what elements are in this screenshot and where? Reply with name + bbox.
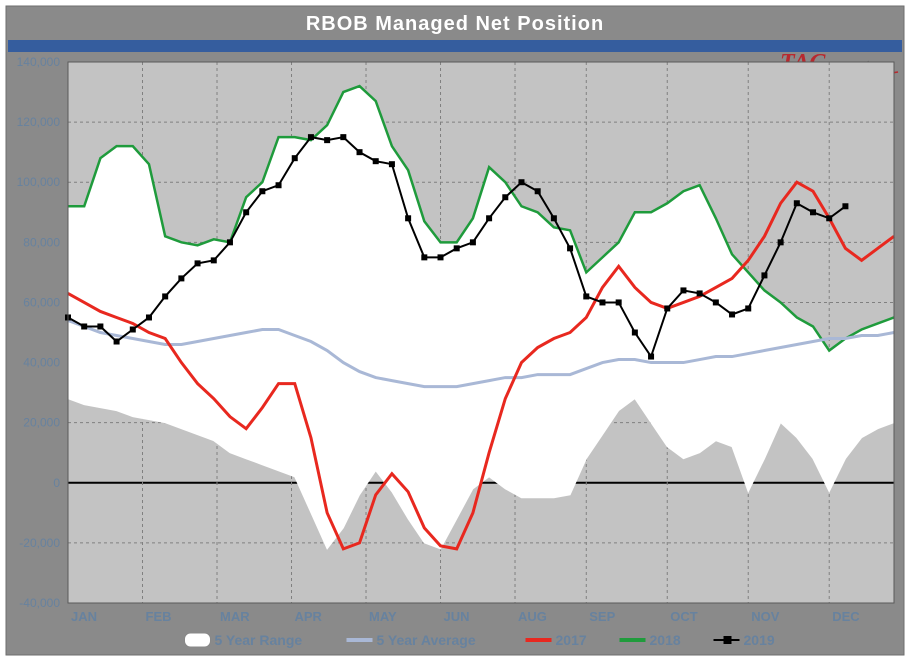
series-2019-marker (470, 240, 475, 245)
series-2019-marker (179, 276, 184, 281)
series-2019-marker (665, 306, 670, 311)
x-tick-label: NOV (751, 609, 780, 624)
series-2019-marker (114, 339, 119, 344)
series-2019-marker (681, 288, 686, 293)
series-2019-marker (325, 138, 330, 143)
series-2019-marker (843, 204, 848, 209)
legend-label: 2018 (650, 632, 681, 648)
series-2019-marker (438, 255, 443, 260)
y-tick-label: 140,000 (17, 55, 61, 69)
y-tick-label: 100,000 (17, 175, 61, 189)
series-2019-marker (373, 159, 378, 164)
x-tick-label: OCT (670, 609, 698, 624)
series-2019-marker (811, 210, 816, 215)
series-2019-marker (535, 189, 540, 194)
x-tick-label: FEB (146, 609, 172, 624)
series-2019-marker (697, 291, 702, 296)
series-2019-marker (762, 273, 767, 278)
x-tick-label: JUN (444, 609, 470, 624)
y-tick-label: 0 (53, 476, 60, 490)
series-2019-marker (357, 150, 362, 155)
series-2019-marker (746, 306, 751, 311)
series-2019-marker (211, 258, 216, 263)
series-2019-marker (276, 183, 281, 188)
x-tick-label: MAY (369, 609, 397, 624)
x-tick-label: MAR (220, 609, 250, 624)
series-2019-marker (163, 294, 168, 299)
legend-label: 2019 (744, 632, 775, 648)
y-tick-label: 60,000 (23, 295, 60, 309)
chart-title: RBOB Managed Net Position (306, 13, 604, 35)
series-2019-marker (406, 216, 411, 221)
series-2019-marker (389, 162, 394, 167)
y-tick-label: 20,000 (23, 416, 60, 430)
series-2019-marker (82, 324, 87, 329)
series-2019-marker (503, 195, 508, 200)
y-tick-label: 120,000 (17, 115, 61, 129)
series-2019-marker (341, 135, 346, 140)
x-tick-label: AUG (518, 609, 547, 624)
series-2019-marker (584, 294, 589, 299)
series-2019-marker (568, 246, 573, 251)
series-2019-marker (454, 246, 459, 251)
series-2019-marker (227, 240, 232, 245)
chart-container: RBOB Managed Net PositionTACenergy-40,00… (0, 0, 910, 661)
x-tick-label: JAN (71, 609, 97, 624)
legend-label: 5 Year Range (215, 632, 303, 648)
series-2019-marker (130, 327, 135, 332)
y-tick-label: -40,000 (19, 596, 60, 610)
series-2019-marker (292, 156, 297, 161)
series-2019-marker (794, 201, 799, 206)
series-2019-marker (551, 216, 556, 221)
x-tick-label: APR (295, 609, 323, 624)
series-2019-marker (649, 354, 654, 359)
series-2019-marker (146, 315, 151, 320)
series-2019-marker (600, 300, 605, 305)
y-tick-label: 40,000 (23, 356, 60, 370)
series-2019-marker (260, 189, 265, 194)
y-tick-label: 80,000 (23, 235, 60, 249)
series-2019-marker (308, 135, 313, 140)
series-2019-marker (778, 240, 783, 245)
series-2019-marker (827, 216, 832, 221)
legend-label: 2017 (556, 632, 587, 648)
series-2019-marker (519, 180, 524, 185)
series-2019-marker (98, 324, 103, 329)
y-tick-label: -20,000 (19, 536, 60, 550)
series-2019-marker (244, 210, 249, 215)
series-2019-marker (632, 330, 637, 335)
series-2019-marker (730, 312, 735, 317)
series-2019-marker (616, 300, 621, 305)
series-2019-marker (195, 261, 200, 266)
legend-label: 5 Year Average (377, 632, 476, 648)
x-tick-label: DEC (832, 609, 860, 624)
legend-item: 5 Year Range (185, 632, 303, 648)
series-2019-marker (713, 300, 718, 305)
series-2019-marker (487, 216, 492, 221)
chart-svg: RBOB Managed Net PositionTACenergy-40,00… (0, 0, 910, 661)
x-tick-label: SEP (589, 609, 615, 624)
series-2019-marker (422, 255, 427, 260)
